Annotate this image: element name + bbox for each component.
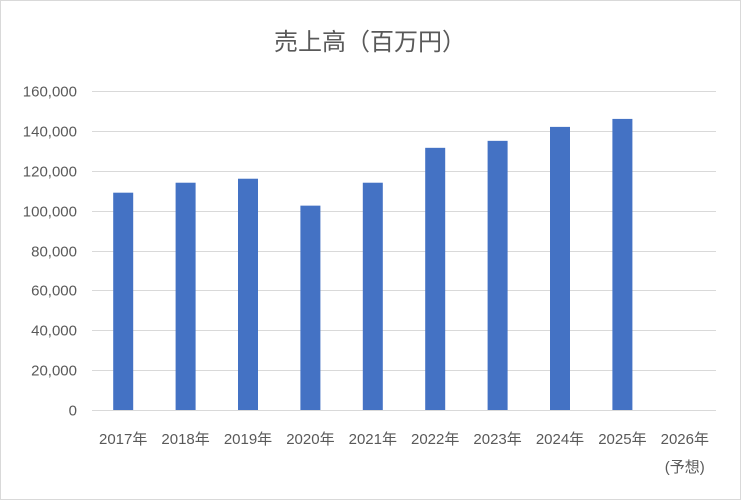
y-tick-label: 140,000 — [23, 124, 77, 141]
y-tick-label: 0 — [69, 403, 77, 420]
x-tick-label: 2026年 — [661, 431, 709, 448]
x-tick-label: 2024年 — [536, 431, 584, 448]
y-tick-label: 120,000 — [23, 164, 77, 181]
x-tick-label: 2020年 — [286, 431, 334, 448]
y-tick-label: 100,000 — [23, 204, 77, 221]
x-tick-label: 2018年 — [161, 431, 209, 448]
bar — [362, 182, 383, 410]
bar — [175, 182, 196, 410]
bar — [550, 126, 570, 410]
y-tick-label: 60,000 — [31, 283, 77, 300]
x-tick-sublabel: (予想) — [665, 459, 705, 476]
y-tick-label: 40,000 — [31, 323, 77, 340]
chart-title: 売上高（百万円） — [274, 28, 466, 56]
x-tick-label: 2023年 — [473, 431, 521, 448]
x-tick-label: 2021年 — [349, 431, 397, 448]
x-tick-label: 2019年 — [224, 431, 272, 448]
gridlines — [92, 91, 716, 411]
y-axis-ticks: 0 20,000 40,000 60,000 80,000 100,000 120,000 1… — [23, 84, 77, 420]
bar — [487, 140, 508, 410]
bar — [113, 192, 134, 410]
x-axis-labels: 2017年 2018年 2019年 2020年 2021年 2022年 2023年 2024年… — [99, 431, 709, 476]
bar — [300, 205, 321, 410]
x-tick-label: 2017年 — [99, 431, 147, 448]
x-tick-label: 2025年 — [598, 431, 646, 448]
y-tick-label: 80,000 — [31, 244, 77, 261]
bar — [238, 178, 258, 410]
bar — [425, 147, 446, 410]
bars — [113, 118, 633, 410]
y-tick-label: 160,000 — [23, 84, 77, 101]
x-tick-label: 2022年 — [411, 431, 459, 448]
y-tick-label: 20,000 — [31, 363, 77, 380]
bar — [612, 118, 633, 410]
